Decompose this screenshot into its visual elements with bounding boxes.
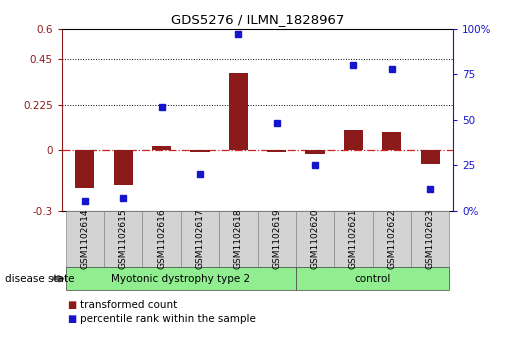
Bar (229, 73, 248, 150)
Bar (267, 150, 286, 152)
Text: disease state: disease state (5, 274, 75, 284)
Bar (344, 130, 363, 150)
Bar (421, 150, 440, 164)
Text: Myotonic dystrophy type 2: Myotonic dystrophy type 2 (111, 274, 250, 284)
Bar (382, 132, 401, 150)
Text: GSM1102618: GSM1102618 (234, 208, 243, 269)
Text: transformed count: transformed count (80, 300, 177, 310)
Text: GSM1102621: GSM1102621 (349, 208, 358, 269)
Text: ■: ■ (67, 300, 76, 310)
Title: GDS5276 / ILMN_1828967: GDS5276 / ILMN_1828967 (171, 13, 344, 26)
Bar (114, 150, 133, 185)
Text: GSM1102617: GSM1102617 (195, 208, 204, 269)
Text: GSM1102615: GSM1102615 (118, 208, 128, 269)
Bar (152, 146, 171, 150)
Text: GSM1102623: GSM1102623 (426, 208, 435, 269)
Text: ■: ■ (67, 314, 76, 325)
Bar (191, 150, 210, 152)
Text: GSM1102614: GSM1102614 (80, 208, 89, 269)
Text: GSM1102622: GSM1102622 (387, 208, 397, 269)
Bar (305, 150, 324, 154)
Text: percentile rank within the sample: percentile rank within the sample (80, 314, 256, 325)
Bar (75, 150, 94, 188)
Text: GSM1102620: GSM1102620 (311, 208, 320, 269)
Text: GSM1102616: GSM1102616 (157, 208, 166, 269)
Text: control: control (354, 274, 391, 284)
Text: GSM1102619: GSM1102619 (272, 208, 281, 269)
